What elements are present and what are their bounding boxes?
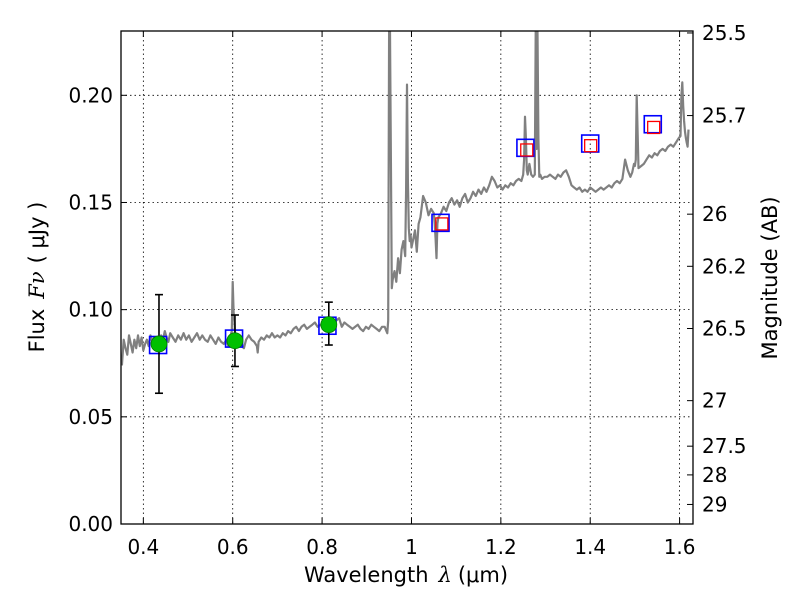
y-axis-label: FluxFν( μJy ) [25, 202, 49, 353]
spectrum-layer [121, 31, 690, 366]
x-tick-label: 0.8 [306, 535, 338, 559]
y2-tick-label: 26 [702, 202, 727, 226]
y-tick-label: 0.00 [68, 512, 113, 536]
green-circle-marker [150, 335, 168, 353]
red-square-marker [520, 143, 534, 157]
ticks: 0.4 0.6 0.8 1 1.2 1.4 1.6 0.00 0.05 0.10 0.15 0.20 2… [68, 21, 746, 559]
x-axis-label: Wavelength λ (μm) [304, 563, 508, 587]
y2-tick-label: 29 [702, 492, 727, 516]
y2-tick-label: 26.2 [702, 254, 747, 278]
spectrum-line [121, 31, 690, 366]
x-tick-label: 0.6 [217, 535, 249, 559]
x-tick-label: 1.4 [574, 535, 606, 559]
y2-tick-label: 25.5 [702, 21, 747, 45]
y2-tick-label: 27.5 [702, 434, 747, 458]
red-square-marker [584, 139, 598, 153]
x-tick-label: 1.2 [485, 535, 517, 559]
y-tick-label: 0.10 [68, 298, 113, 322]
x-tick-label: 1.6 [664, 535, 696, 559]
y-tick-label: 0.15 [68, 190, 113, 214]
y2-tick-label: 25.7 [702, 104, 747, 128]
markers-layer [148, 114, 663, 395]
plot-frame [120, 30, 694, 525]
y-tick-label: 0.20 [68, 83, 113, 107]
x-tick-label: 0.4 [127, 535, 159, 559]
y2-tick-label: 28 [702, 463, 727, 487]
blue-square-marker [431, 213, 450, 233]
green-circle-marker [320, 316, 338, 334]
y2-tick-label: 27 [702, 389, 727, 413]
green-circle-marker [226, 332, 244, 350]
blue-square-marker [643, 114, 663, 134]
y-tick-label: 0.05 [68, 405, 113, 429]
red-square-marker [435, 217, 449, 231]
x-tick-label: 1 [405, 535, 418, 559]
y2-axis-label: Magnitude (AB) [758, 196, 782, 359]
y2-tick-label: 26.5 [702, 317, 747, 341]
red-square-marker [647, 120, 661, 135]
